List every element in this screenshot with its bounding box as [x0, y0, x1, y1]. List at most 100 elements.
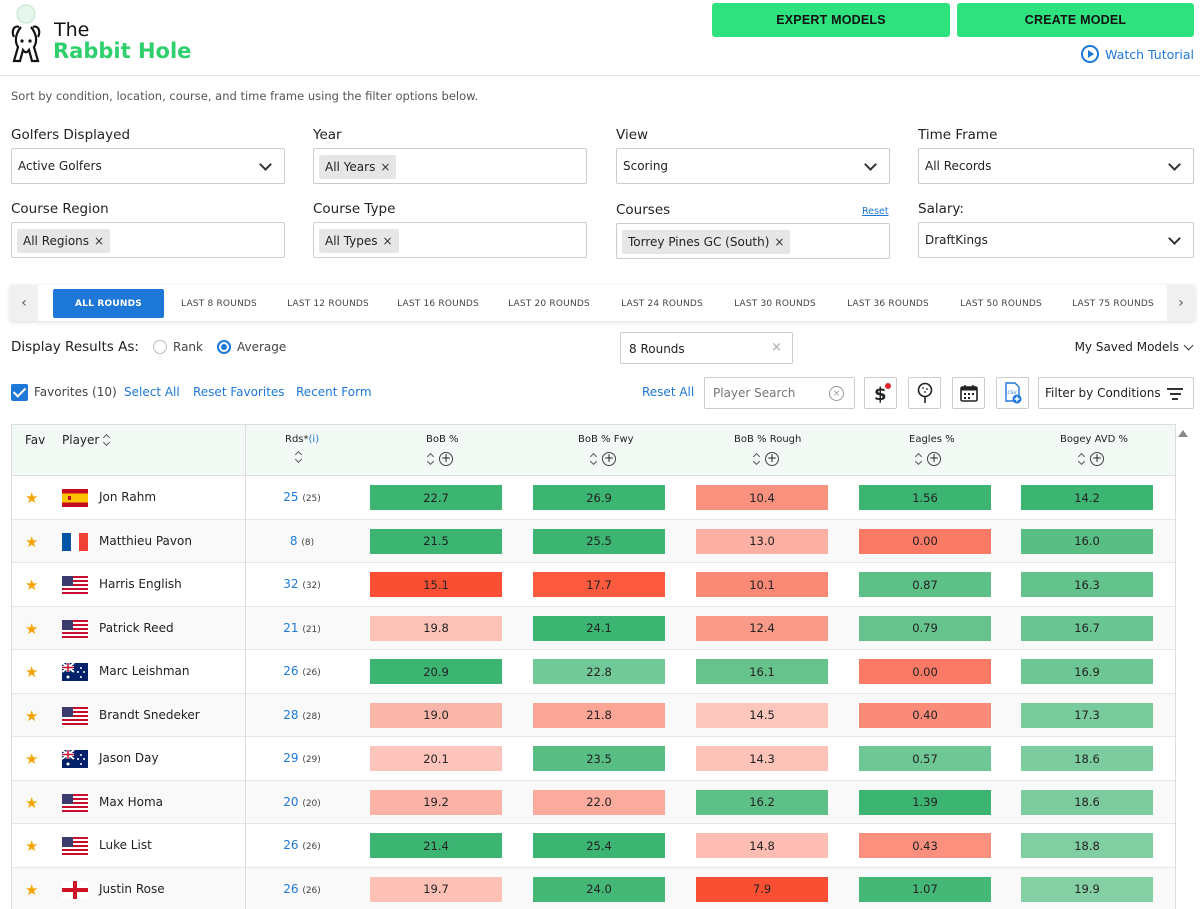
- favorite-star-icon[interactable]: ★: [25, 793, 39, 812]
- salary-select[interactable]: DraftKings: [918, 222, 1194, 258]
- add-column-icon[interactable]: +: [765, 451, 779, 466]
- table-row[interactable]: ★ Jon Rahm 25 (25) 22.7 26.9 10.4 1.56 14.2: [12, 476, 1175, 520]
- player-name[interactable]: Max Homa: [99, 794, 164, 809]
- player-name[interactable]: Justin Rose: [99, 881, 165, 896]
- expert-models-button[interactable]: EXPERT MODELS: [712, 3, 950, 37]
- table-row[interactable]: ★ Brandt Snedeker 28 (28) 19.0 21.8 14.5 0.40 1…: [12, 693, 1175, 737]
- rounds-count[interactable]: 21 (21): [262, 621, 342, 635]
- courses-select[interactable]: Torrey Pines GC (South) ×: [616, 223, 890, 259]
- my-saved-models-dropdown[interactable]: My Saved Models: [1075, 340, 1194, 354]
- date-filter-button[interactable]: [952, 377, 985, 409]
- tab-last-30-rounds[interactable]: LAST 30 ROUNDS: [734, 298, 816, 309]
- col-rds[interactable]: Rds*(i): [285, 434, 319, 445]
- tab-last-8-rounds[interactable]: LAST 8 ROUNDS: [181, 298, 257, 309]
- table-row[interactable]: ★ Harris English 32 (32) 15.1 17.7 10.1 0.87 16…: [12, 563, 1175, 607]
- recent-form-link[interactable]: Recent Form: [296, 385, 372, 399]
- reset-all-link[interactable]: Reset All: [642, 385, 695, 399]
- sort-icon[interactable]: [915, 454, 923, 465]
- average-radio-label[interactable]: Average: [237, 340, 287, 354]
- sort-icon[interactable]: [103, 435, 111, 446]
- courses-reset-link[interactable]: Reset: [862, 206, 889, 217]
- clear-icon[interactable]: ×: [771, 340, 782, 355]
- rounds-count[interactable]: 26 (26): [262, 664, 342, 678]
- view-select[interactable]: Scoring: [616, 148, 890, 184]
- player-search[interactable]: ×: [704, 377, 855, 409]
- rds-sort[interactable]: [295, 452, 303, 464]
- rounds-count[interactable]: 25 (25): [262, 490, 342, 504]
- favorite-star-icon[interactable]: ★: [25, 750, 39, 768]
- sort-icon[interactable]: [590, 454, 598, 465]
- tab-last-75-rounds[interactable]: LAST 75 ROUNDS: [1072, 298, 1154, 309]
- player-name[interactable]: Luke List: [99, 838, 152, 852]
- remove-chip-icon[interactable]: ×: [774, 235, 785, 249]
- player-name[interactable]: Brandt Snedeker: [99, 707, 200, 722]
- player-name[interactable]: Jon Rahm: [99, 490, 157, 504]
- remove-chip-icon[interactable]: ×: [94, 234, 105, 248]
- rounds-count[interactable]: 26 (26): [262, 882, 342, 896]
- select-all-link[interactable]: Select All: [124, 385, 180, 399]
- player-search-input[interactable]: [713, 386, 823, 400]
- table-row[interactable]: ★ Justin Rose 26 (26) 19.7 24.0 7.9 1.07 19.9: [12, 867, 1175, 909]
- rounds-count[interactable]: 8 (8): [262, 534, 342, 548]
- remove-chip-icon[interactable]: ×: [380, 160, 391, 174]
- tab-all-rounds[interactable]: ALL ROUNDS: [53, 289, 164, 318]
- region-chip[interactable]: All Regions ×: [17, 229, 111, 253]
- tab-last-24-rounds[interactable]: LAST 24 ROUNDS: [621, 298, 703, 309]
- tab-last-50-rounds[interactable]: LAST 50 ROUNDS: [960, 298, 1042, 309]
- table-row[interactable]: ★ Jason Day 29 (29) 20.1 23.5 14.3 0.57 18.6: [12, 737, 1175, 781]
- remove-chip-icon[interactable]: ×: [382, 234, 393, 248]
- favorite-star-icon[interactable]: ★: [25, 489, 39, 507]
- filter-by-conditions-button[interactable]: Filter by Conditions: [1038, 377, 1194, 409]
- golfers-select[interactable]: Active Golfers: [11, 148, 285, 184]
- logo[interactable]: The Rabbit Hole: [8, 3, 198, 67]
- courses-chip[interactable]: Torrey Pines GC (South) ×: [622, 230, 791, 254]
- create-model-button[interactable]: CREATE MODEL: [957, 3, 1194, 37]
- salary-filter-button[interactable]: $: [864, 377, 897, 409]
- favorite-star-icon[interactable]: ★: [25, 532, 39, 551]
- player-name[interactable]: Patrick Reed: [99, 620, 174, 635]
- year-chip[interactable]: All Years ×: [319, 155, 397, 179]
- chevron-left-icon[interactable]: ‹: [10, 285, 38, 321]
- tab-last-36-rounds[interactable]: LAST 36 ROUNDS: [847, 298, 929, 309]
- region-select[interactable]: All Regions ×: [11, 222, 285, 258]
- tab-last-20-rounds[interactable]: LAST 20 ROUNDS: [508, 298, 590, 309]
- year-select[interactable]: All Years ×: [313, 148, 587, 184]
- favorites-checkbox[interactable]: [11, 384, 28, 401]
- sort-icon[interactable]: [753, 454, 761, 465]
- scroll-up-icon[interactable]: [1178, 430, 1188, 437]
- add-column-icon[interactable]: +: [1090, 451, 1104, 466]
- add-column-icon[interactable]: +: [602, 451, 616, 466]
- table-row[interactable]: ★ Luke List 26 (26) 21.4 25.4 14.8 0.43 18.8: [12, 824, 1175, 868]
- favorite-star-icon[interactable]: ★: [25, 663, 39, 681]
- tab-last-12-rounds[interactable]: LAST 12 ROUNDS: [287, 298, 369, 309]
- table-row[interactable]: ★ Matthieu Pavon 8 (8) 21.5 25.5 13.0 0.00 16.0: [12, 519, 1175, 563]
- table-row[interactable]: ★ Marc Leishman 26 (26) 20.9 22.8 16.1 0.00 16.…: [12, 650, 1175, 694]
- watch-tutorial-link[interactable]: Watch Tutorial: [1081, 45, 1194, 63]
- reset-favorites-link[interactable]: Reset Favorites: [193, 385, 285, 399]
- course-filter-button[interactable]: [908, 377, 941, 409]
- chevron-right-icon[interactable]: ›: [1167, 285, 1195, 321]
- favorite-star-icon[interactable]: ★: [25, 880, 39, 899]
- player-name[interactable]: Marc Leishman: [99, 664, 190, 678]
- add-column-icon[interactable]: +: [927, 451, 941, 466]
- add-column-icon[interactable]: +: [439, 451, 453, 466]
- rounds-count[interactable]: 32 (32): [262, 577, 342, 591]
- clear-search-icon[interactable]: ×: [829, 386, 844, 401]
- rounds-select[interactable]: 8 Rounds ×: [620, 332, 793, 364]
- rounds-count[interactable]: 26 (26): [262, 838, 342, 852]
- table-row[interactable]: ★ Max Homa 20 (20) 19.2 22.0 16.2 1.39 18.6: [12, 780, 1175, 824]
- favorite-star-icon[interactable]: ★: [25, 706, 39, 725]
- rank-radio[interactable]: [153, 340, 167, 354]
- player-name[interactable]: Matthieu Pavon: [99, 533, 192, 548]
- course-type-chip[interactable]: All Types ×: [319, 229, 399, 253]
- col-player[interactable]: Player: [62, 433, 111, 447]
- export-csv-button[interactable]: CSV: [996, 377, 1029, 409]
- rounds-count[interactable]: 29 (29): [262, 751, 342, 765]
- rounds-count[interactable]: 20 (20): [262, 795, 342, 809]
- player-name[interactable]: Jason Day: [99, 751, 159, 765]
- player-name[interactable]: Harris English: [99, 577, 182, 591]
- rounds-count[interactable]: 28 (28): [262, 708, 342, 722]
- favorite-star-icon[interactable]: ★: [25, 576, 39, 594]
- timeframe-select[interactable]: All Records: [918, 148, 1194, 184]
- sort-icon[interactable]: [295, 452, 303, 463]
